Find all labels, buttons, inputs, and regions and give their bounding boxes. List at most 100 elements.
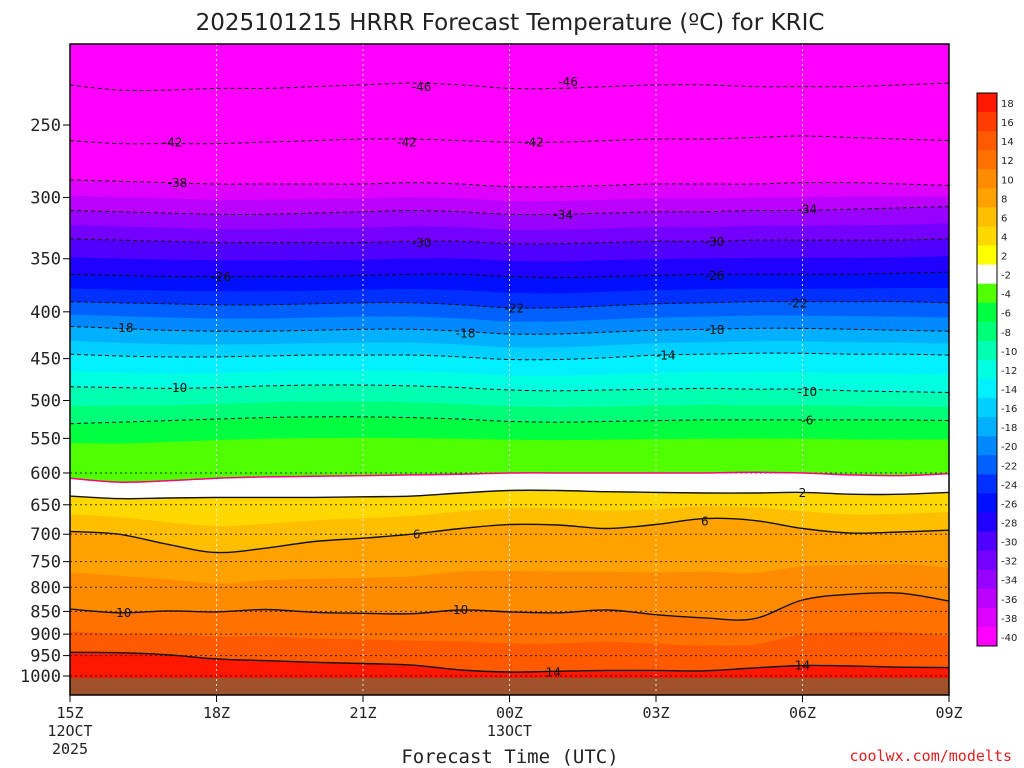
isotherm-labels: -46 -46 -42 -42 -42 -38 -34 -34 -30 -30 -26 -26 -22 -… (114, 75, 818, 680)
colorbar-swatch (977, 569, 997, 590)
y-tick-label: 700 (30, 525, 61, 545)
colorbar-label: 18 (1001, 99, 1014, 110)
colorbar-swatch (977, 417, 997, 437)
colorbar-label: 12 (1001, 156, 1014, 167)
y-tick-label: 300 (30, 188, 61, 208)
isotherm-label: -30 (705, 235, 725, 249)
isotherm-label: -14 (656, 349, 676, 363)
isotherm-label: -22 (788, 296, 808, 310)
colorbar-swatch (977, 207, 997, 227)
colorbar-swatch (977, 93, 997, 113)
colorbar-label: -34 (1001, 576, 1017, 587)
x-axis-label: Forecast Time (UTC) (401, 746, 618, 768)
colorbar-swatch (977, 245, 997, 266)
isotherm-label: -30 (412, 236, 432, 250)
ground-fill (70, 677, 949, 695)
colorbar-label: -2 (1001, 271, 1011, 282)
colorbar-label: -38 (1001, 614, 1017, 625)
isotherm-line (70, 651, 949, 673)
isotherm-label: -6 (801, 413, 813, 427)
ground-layer (70, 677, 949, 695)
colorbar-swatch (977, 607, 997, 628)
colorbar-swatch (977, 226, 997, 246)
isotherm-label: 10 (116, 606, 131, 620)
colorbar-label: -36 (1001, 595, 1017, 606)
x-tick-date: 12OCT (47, 722, 92, 740)
colorbar-label: -6 (1001, 309, 1011, 320)
y-tick-label: 650 (30, 496, 61, 516)
isotherm-label: 14 (546, 666, 561, 680)
colorbar-swatch (977, 379, 997, 399)
isotherm-label: -38 (168, 176, 188, 190)
isotherm-label: -26 (705, 269, 725, 283)
isotherm-label: -18 (705, 323, 725, 337)
colorbar: 18 16 14 12 10 8 6 4 2 -2 -4 -6 -8 -10 -12 -14 -16 -18 -20… (976, 92, 1017, 647)
colorbar-label: -26 (1001, 499, 1017, 510)
x-tick-label: 18Z (203, 704, 230, 722)
colorbar-swatch (977, 150, 997, 170)
colorbar-swatch (977, 188, 997, 208)
colorbar-label: -18 (1001, 423, 1017, 434)
isotherm-label: -18 (456, 327, 476, 341)
colorbar-swatch (977, 340, 997, 361)
colorbar-label: -32 (1001, 557, 1017, 568)
isotherm-label: -46 (412, 80, 432, 94)
x-tick-label: 09Z (935, 704, 962, 722)
colorbar-label: -28 (1001, 519, 1017, 530)
colorbar-label: -30 (1001, 538, 1017, 549)
isotherm-label: 14 (795, 659, 810, 673)
isotherm-label: -34 (798, 203, 818, 217)
colorbar-label: 4 (1001, 232, 1007, 243)
credit-text: coolwx.com/modelts (849, 747, 1012, 765)
colorbar-label: -16 (1001, 404, 1017, 415)
temperature-bands (70, 44, 949, 689)
colorbar-label: 8 (1001, 194, 1007, 205)
x-tick-label: 03Z (642, 704, 669, 722)
colorbar-swatch (977, 131, 997, 151)
x-tick-label: 06Z (789, 704, 816, 722)
colorbar-swatch (977, 436, 997, 456)
isotherm-line (70, 517, 949, 554)
y-axis: 250 300 350 400 450 500 550 600 650 700 750 800 850 9… (20, 116, 70, 687)
y-tick-label: 1000 (20, 667, 61, 687)
isotherm-label: -34 (553, 208, 573, 222)
colorbar-label: -22 (1001, 461, 1017, 472)
y-tick-label: 250 (30, 116, 61, 136)
colorbar-label: -12 (1001, 366, 1017, 377)
colorbar-label: -24 (1001, 480, 1017, 491)
x-tick-date: 13OCT (487, 722, 532, 740)
colorbar-swatch (977, 493, 997, 513)
isotherm-label: -46 (558, 75, 578, 89)
isotherm-label: 2 (799, 486, 807, 500)
y-tick-label: 550 (30, 429, 61, 449)
colorbar-swatch (977, 531, 997, 552)
colorbar-label: 10 (1001, 175, 1014, 186)
colorbar-swatch (977, 283, 997, 304)
colorbar-label: -4 (1001, 290, 1011, 301)
colorbar-label: 14 (1001, 137, 1014, 148)
isotherm-label: -42 (397, 136, 417, 150)
colorbar-label: 6 (1001, 213, 1007, 224)
y-tick-label: 450 (30, 350, 61, 370)
colorbar-swatch (977, 588, 997, 609)
y-tick-label: 800 (30, 578, 61, 598)
colorbar-swatch (977, 321, 997, 342)
colorbar-label: 16 (1001, 118, 1014, 129)
isotherm-line (70, 489, 949, 500)
colorbar-swatch (977, 455, 997, 475)
colorbar-label: -10 (1001, 347, 1017, 358)
isotherm-label: 6 (701, 514, 709, 528)
isotherm-label: -42 (163, 136, 183, 150)
x-tick-year: 2025 (52, 740, 88, 758)
x-tick-label: 21Z (349, 704, 376, 722)
y-tick-label: 900 (30, 625, 61, 645)
colorbar-swatch (977, 264, 997, 285)
isotherm-label: -10 (798, 385, 818, 399)
isotherm-label: -22 (505, 301, 525, 315)
colorbar-label: -14 (1001, 385, 1017, 396)
isotherm-label: -18 (114, 321, 134, 335)
colorbar-frame (976, 92, 998, 647)
colorbar-swatch (977, 474, 997, 494)
colorbar-swatch (977, 169, 997, 189)
